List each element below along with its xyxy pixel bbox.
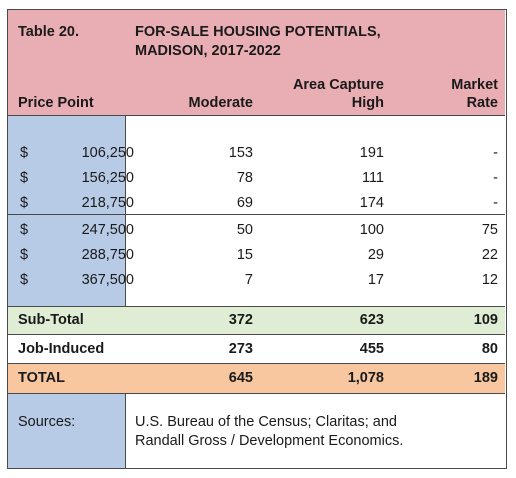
market-value: 22: [481, 247, 498, 263]
table-title-line2: MADISON, 2017-2022: [135, 43, 281, 59]
row-divider: [8, 363, 505, 364]
high-value: 111: [361, 170, 384, 186]
header-rate: Rate: [466, 95, 498, 111]
header-moderate: Moderate: [188, 95, 253, 111]
job-induced-label: Job-Induced: [18, 341, 105, 357]
market-value: -: [493, 195, 498, 211]
moderate-value: 50: [236, 222, 253, 238]
sources-label-bg: [8, 393, 126, 468]
dollar-sign: $: [20, 222, 29, 238]
dollar-sign: $: [20, 272, 29, 288]
header-area-capture: Area Capture: [292, 77, 384, 93]
price-value: 218,750: [81, 195, 134, 211]
row-divider: [8, 214, 505, 215]
header-price-point: Price Point: [18, 95, 94, 111]
housing-table: Table 20. FOR-SALE HOUSING POTENTIALS, M…: [7, 9, 507, 469]
price-value: 367,500: [81, 272, 134, 288]
subtotal-high: 623: [359, 312, 384, 328]
total-market: 189: [473, 370, 498, 386]
high-value: 29: [367, 247, 384, 263]
market-value: -: [493, 145, 498, 161]
total-row-bg: [8, 364, 505, 393]
moderate-value: 7: [244, 272, 253, 288]
moderate-value: 15: [236, 247, 253, 263]
header-high: High: [351, 95, 384, 111]
row-divider: [8, 306, 505, 307]
header-market: Market: [451, 77, 498, 93]
price-value: 247,500: [81, 222, 134, 238]
dollar-sign: $: [20, 170, 29, 186]
table-title-line1: FOR-SALE HOUSING POTENTIALS,: [135, 24, 381, 40]
moderate-value: 69: [236, 195, 253, 211]
table-label: Table 20.: [18, 24, 79, 40]
subtotal-moderate: 372: [228, 312, 253, 328]
row-divider: [8, 334, 505, 335]
total-high: 1,078: [347, 370, 384, 386]
dollar-sign: $: [20, 145, 29, 161]
sources-text-line1: U.S. Bureau of the Census; Claritas; and: [135, 414, 397, 430]
sources-text-line2: Randall Gross / Development Economics.: [135, 433, 404, 449]
subtotal-row-bg: [8, 307, 505, 334]
price-value: 288,750: [81, 247, 134, 263]
moderate-value: 153: [228, 145, 253, 161]
dollar-sign: $: [20, 195, 29, 211]
high-value: 174: [359, 195, 384, 211]
moderate-value: 78: [236, 170, 253, 186]
high-value: 17: [367, 272, 384, 288]
subtotal-label: Sub-Total: [18, 312, 84, 328]
table-header: [8, 10, 505, 116]
job-induced-high: 455: [359, 341, 384, 357]
row-divider: [8, 393, 505, 394]
price-column-bg: [8, 116, 126, 306]
market-value: 75: [481, 222, 498, 238]
market-value: -: [493, 170, 498, 186]
total-moderate: 645: [228, 370, 253, 386]
job-induced-market: 80: [481, 341, 498, 357]
subtotal-market: 109: [473, 312, 498, 328]
total-label: TOTAL: [18, 370, 65, 386]
job-induced-moderate: 273: [228, 341, 253, 357]
high-value: 191: [359, 145, 384, 161]
dollar-sign: $: [20, 247, 29, 263]
price-value: 106,250: [81, 145, 134, 161]
market-value: 12: [481, 272, 498, 288]
price-value: 156,250: [81, 170, 134, 186]
sources-label: Sources:: [18, 414, 76, 430]
high-value: 100: [359, 222, 384, 238]
